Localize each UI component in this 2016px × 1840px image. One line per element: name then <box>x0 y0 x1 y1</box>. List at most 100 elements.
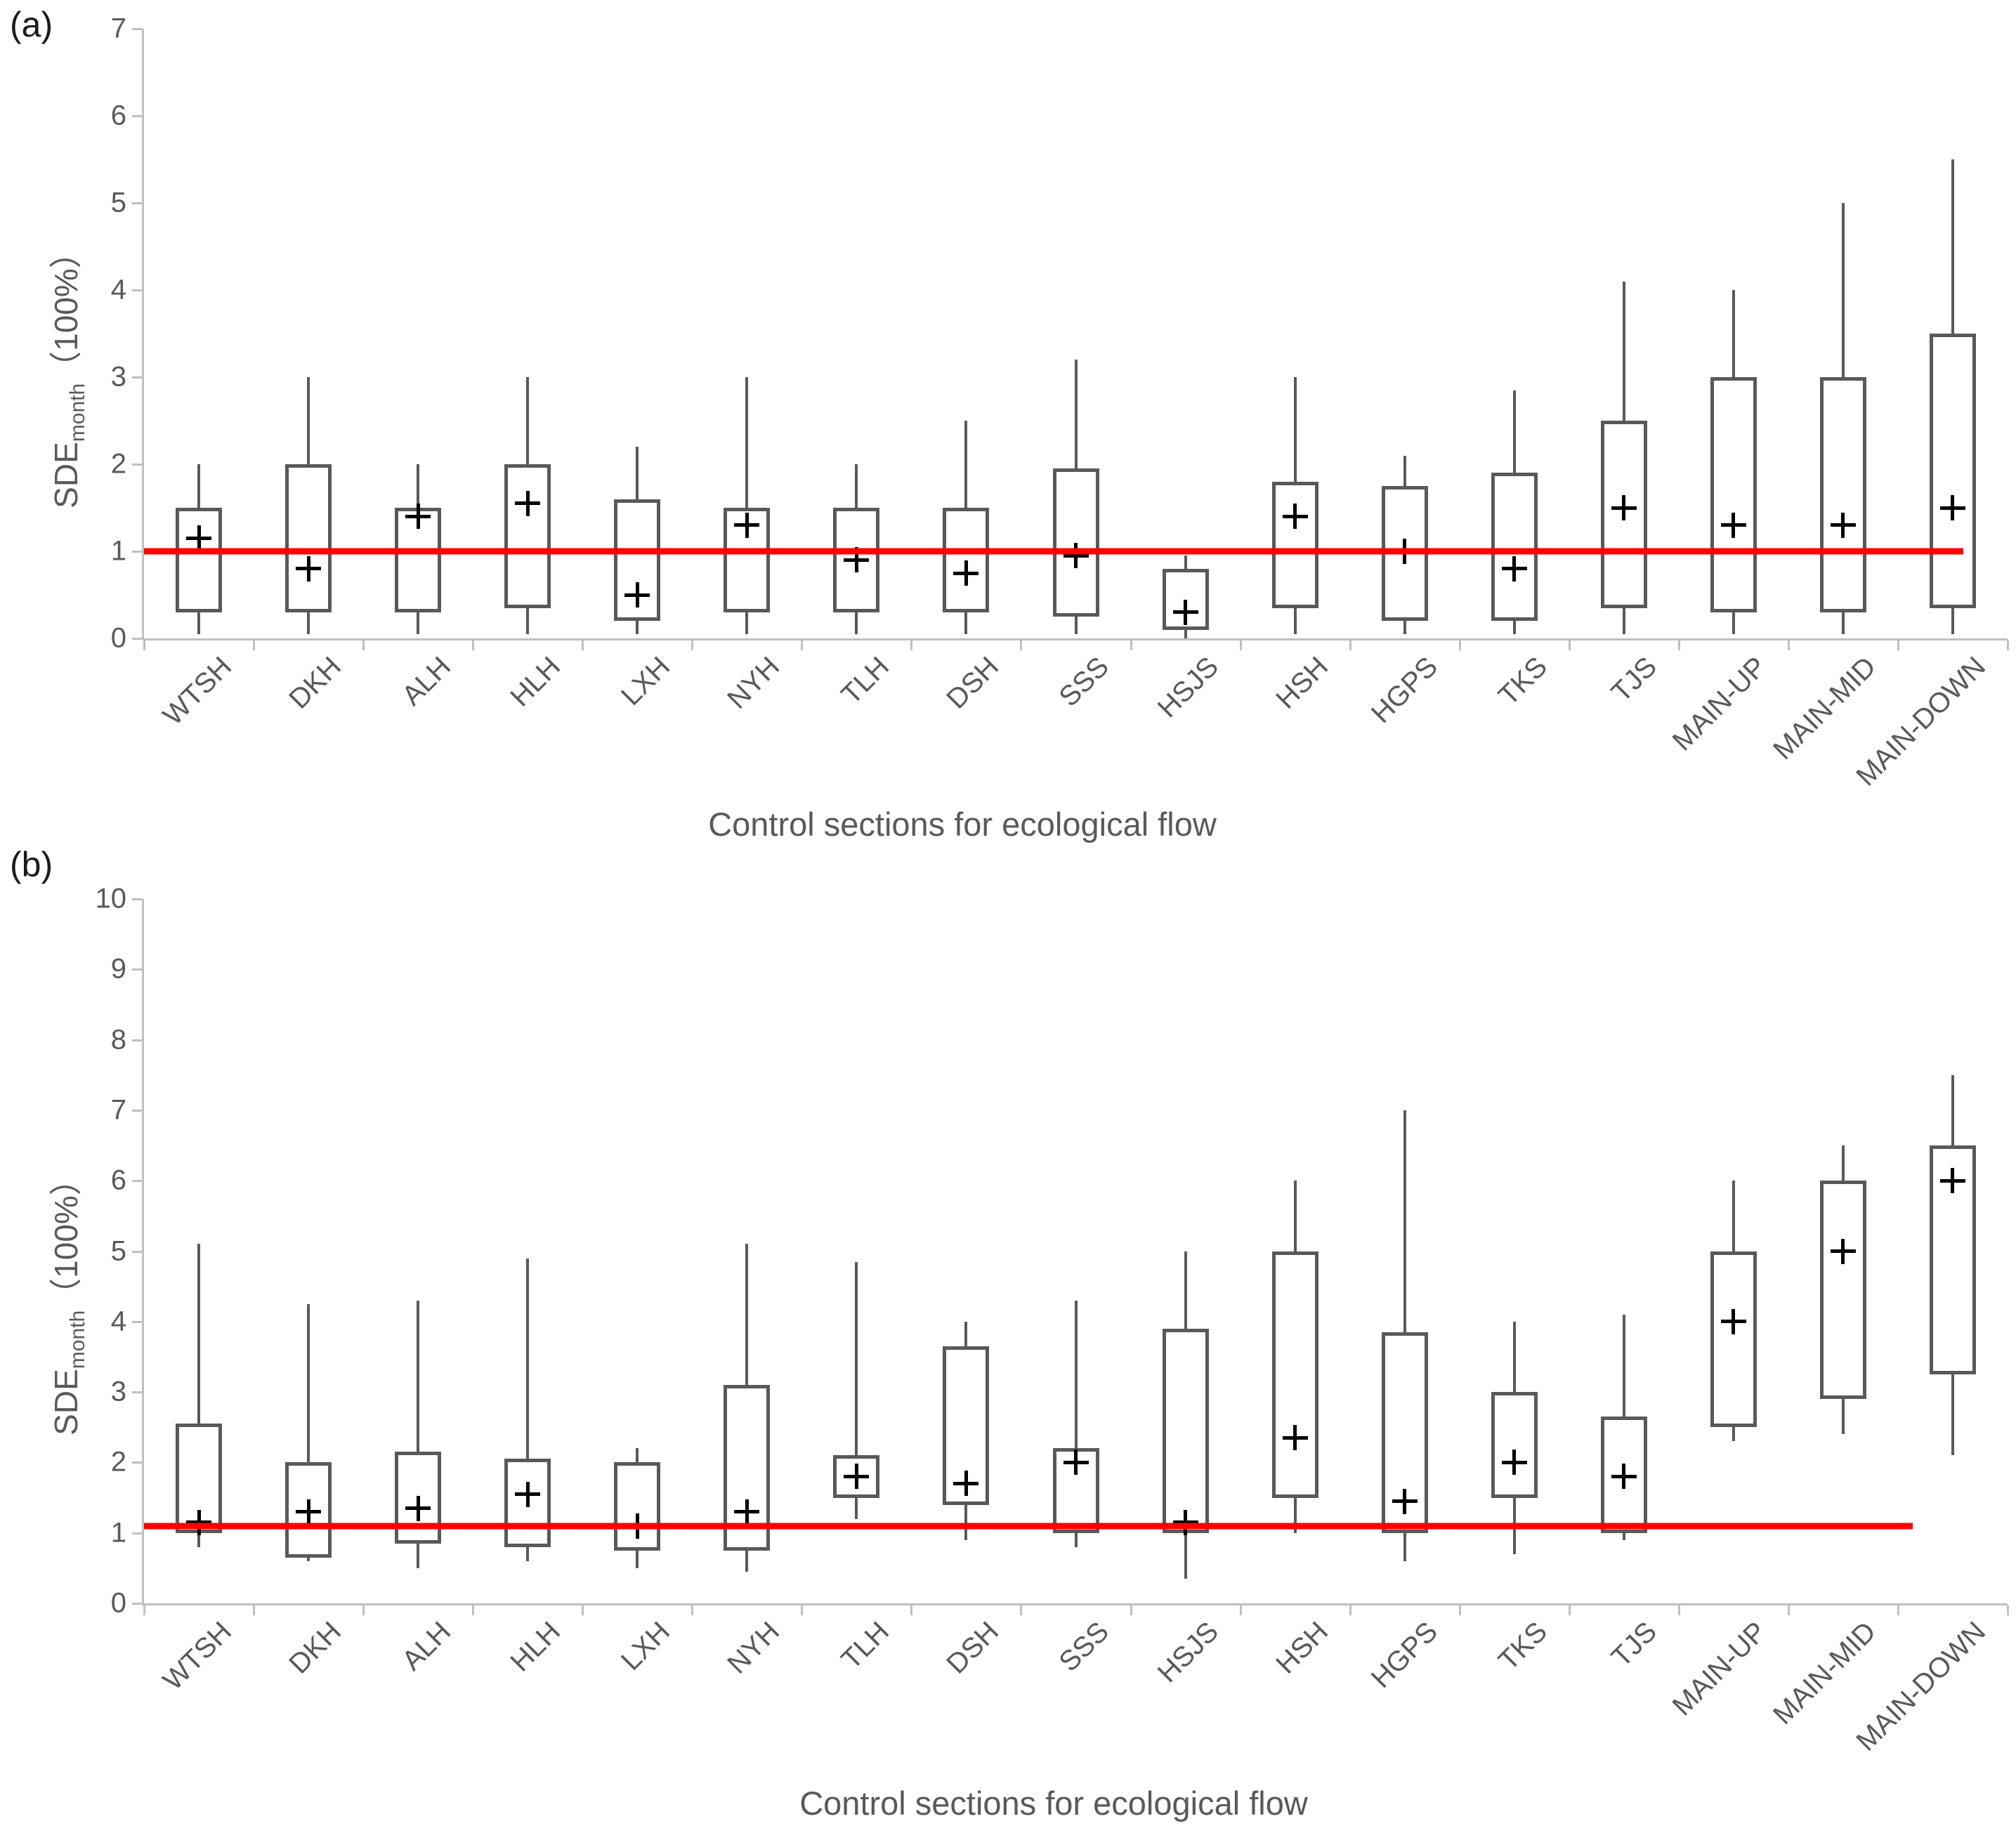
x-category-label: NYH <box>721 1616 786 1680</box>
mean-marker <box>515 1481 541 1507</box>
y-tick-mark <box>132 551 142 553</box>
mean-marker-vbar <box>197 1509 201 1535</box>
mean-marker-vbar <box>1622 495 1626 520</box>
x-tick-mark <box>1897 1605 1899 1615</box>
box-iqr <box>1491 1392 1538 1498</box>
mean-marker <box>1282 1425 1308 1451</box>
mean-marker-vbar <box>525 490 530 516</box>
x-category-label: SSS <box>1052 1616 1115 1678</box>
mean-marker <box>844 547 870 573</box>
x-category-label: WTSH <box>157 651 238 732</box>
x-category-label: HLH <box>504 651 567 713</box>
mean-marker-vbar <box>306 1499 310 1525</box>
y-tick-label: 5 <box>110 187 126 218</box>
y-tick-mark <box>132 898 142 900</box>
x-tick-mark <box>472 640 475 650</box>
mean-marker-vbar <box>1512 1450 1517 1476</box>
x-tick-mark <box>1020 1605 1023 1615</box>
y-tick-label: 3 <box>110 1376 126 1407</box>
x-category-label: HSH <box>1269 1616 1334 1680</box>
mean-marker-vbar <box>1184 1509 1188 1535</box>
y-tick-mark <box>132 289 142 291</box>
y-tick-label: 10 <box>95 883 127 914</box>
mean-marker-vbar <box>1403 1488 1407 1514</box>
y-tick-mark <box>132 1180 142 1182</box>
mean-marker-vbar <box>1622 1464 1626 1490</box>
x-tick-mark <box>582 640 584 650</box>
mean-marker-vbar <box>1512 556 1517 581</box>
y-tick-label: 8 <box>110 1024 126 1056</box>
x-tick-mark <box>1568 1605 1571 1615</box>
box-iqr <box>1491 473 1538 622</box>
box-iqr <box>943 508 990 612</box>
mean-marker <box>953 560 979 586</box>
mean-marker <box>405 1495 431 1521</box>
x-category-label: DKH <box>283 651 348 715</box>
x-tick-mark <box>143 1605 145 1615</box>
box-iqr <box>1271 481 1318 608</box>
x-tick-mark <box>1458 640 1461 650</box>
x-tick-mark <box>1897 640 1899 650</box>
x-tick-mark <box>143 640 145 650</box>
mean-marker <box>844 1464 870 1490</box>
y-tick-mark <box>132 28 142 30</box>
x-category-label: MAIN-MID <box>1767 1616 1883 1731</box>
mean-marker-vbar <box>1951 495 1955 520</box>
mean-marker-vbar <box>1184 599 1188 625</box>
x-tick-mark <box>1349 1605 1351 1615</box>
y-tick-label: 5 <box>110 1235 126 1267</box>
reference-line <box>144 1523 1913 1530</box>
mean-marker-vbar <box>1841 1238 1845 1264</box>
mean-marker-vbar <box>1074 1450 1078 1476</box>
x-category-label: WTSH <box>157 1616 238 1697</box>
y-tick-mark <box>132 1251 142 1253</box>
x-tick-mark <box>801 640 804 650</box>
mean-marker <box>1720 512 1746 538</box>
mean-marker <box>296 1499 322 1525</box>
mean-marker <box>1830 1238 1856 1264</box>
y-tick-mark <box>132 1532 142 1535</box>
box-iqr <box>504 464 551 608</box>
box-iqr <box>1052 468 1099 617</box>
x-tick-mark <box>1787 1605 1790 1615</box>
box-whisker <box>307 1303 310 1561</box>
mean-marker <box>186 1509 212 1535</box>
x-tick-mark <box>910 1605 913 1615</box>
mean-marker <box>296 556 322 581</box>
y-tick-mark <box>132 638 142 640</box>
mean-marker <box>1611 1464 1637 1490</box>
x-category-label: HSJS <box>1151 1616 1224 1689</box>
mean-marker <box>1172 1509 1198 1535</box>
y-tick-mark <box>132 1461 142 1464</box>
panel-a-label: (a) <box>10 5 53 44</box>
y-tick-label: 2 <box>110 1446 126 1478</box>
x-tick-mark <box>910 640 913 650</box>
x-tick-mark <box>1458 1605 1461 1615</box>
mean-marker <box>1830 512 1856 538</box>
box-iqr <box>1162 1328 1209 1533</box>
mean-marker <box>1063 1450 1089 1476</box>
y-tick-label: 7 <box>110 13 126 44</box>
mean-marker-vbar <box>854 1464 858 1490</box>
mean-marker <box>186 525 212 551</box>
x-category-label: HGPS <box>1365 651 1444 730</box>
mean-marker-vbar <box>854 547 858 573</box>
box-iqr <box>1710 377 1757 612</box>
x-category-label: DKH <box>283 1616 348 1680</box>
mean-marker <box>1939 1168 1965 1194</box>
mean-marker-vbar <box>635 582 639 607</box>
y-tick-label: 0 <box>110 622 126 654</box>
mean-marker-vbar <box>1074 543 1078 569</box>
box-iqr <box>1819 1181 1866 1400</box>
y-tick-label: 3 <box>110 361 126 393</box>
mean-marker-vbar <box>1841 512 1845 538</box>
x-tick-mark <box>362 640 365 650</box>
box-iqr <box>1710 1251 1757 1428</box>
x-category-label: TKS <box>1492 1616 1553 1677</box>
x-tick-mark <box>1239 1605 1242 1615</box>
mean-marker <box>1282 504 1308 530</box>
box-whisker <box>526 1258 530 1561</box>
mean-marker-vbar <box>525 1481 530 1507</box>
x-category-label: MAIN-UP <box>1666 1616 1772 1722</box>
panel-b-x-axis-title: Control sections for ecological flow <box>799 1785 1308 1822</box>
